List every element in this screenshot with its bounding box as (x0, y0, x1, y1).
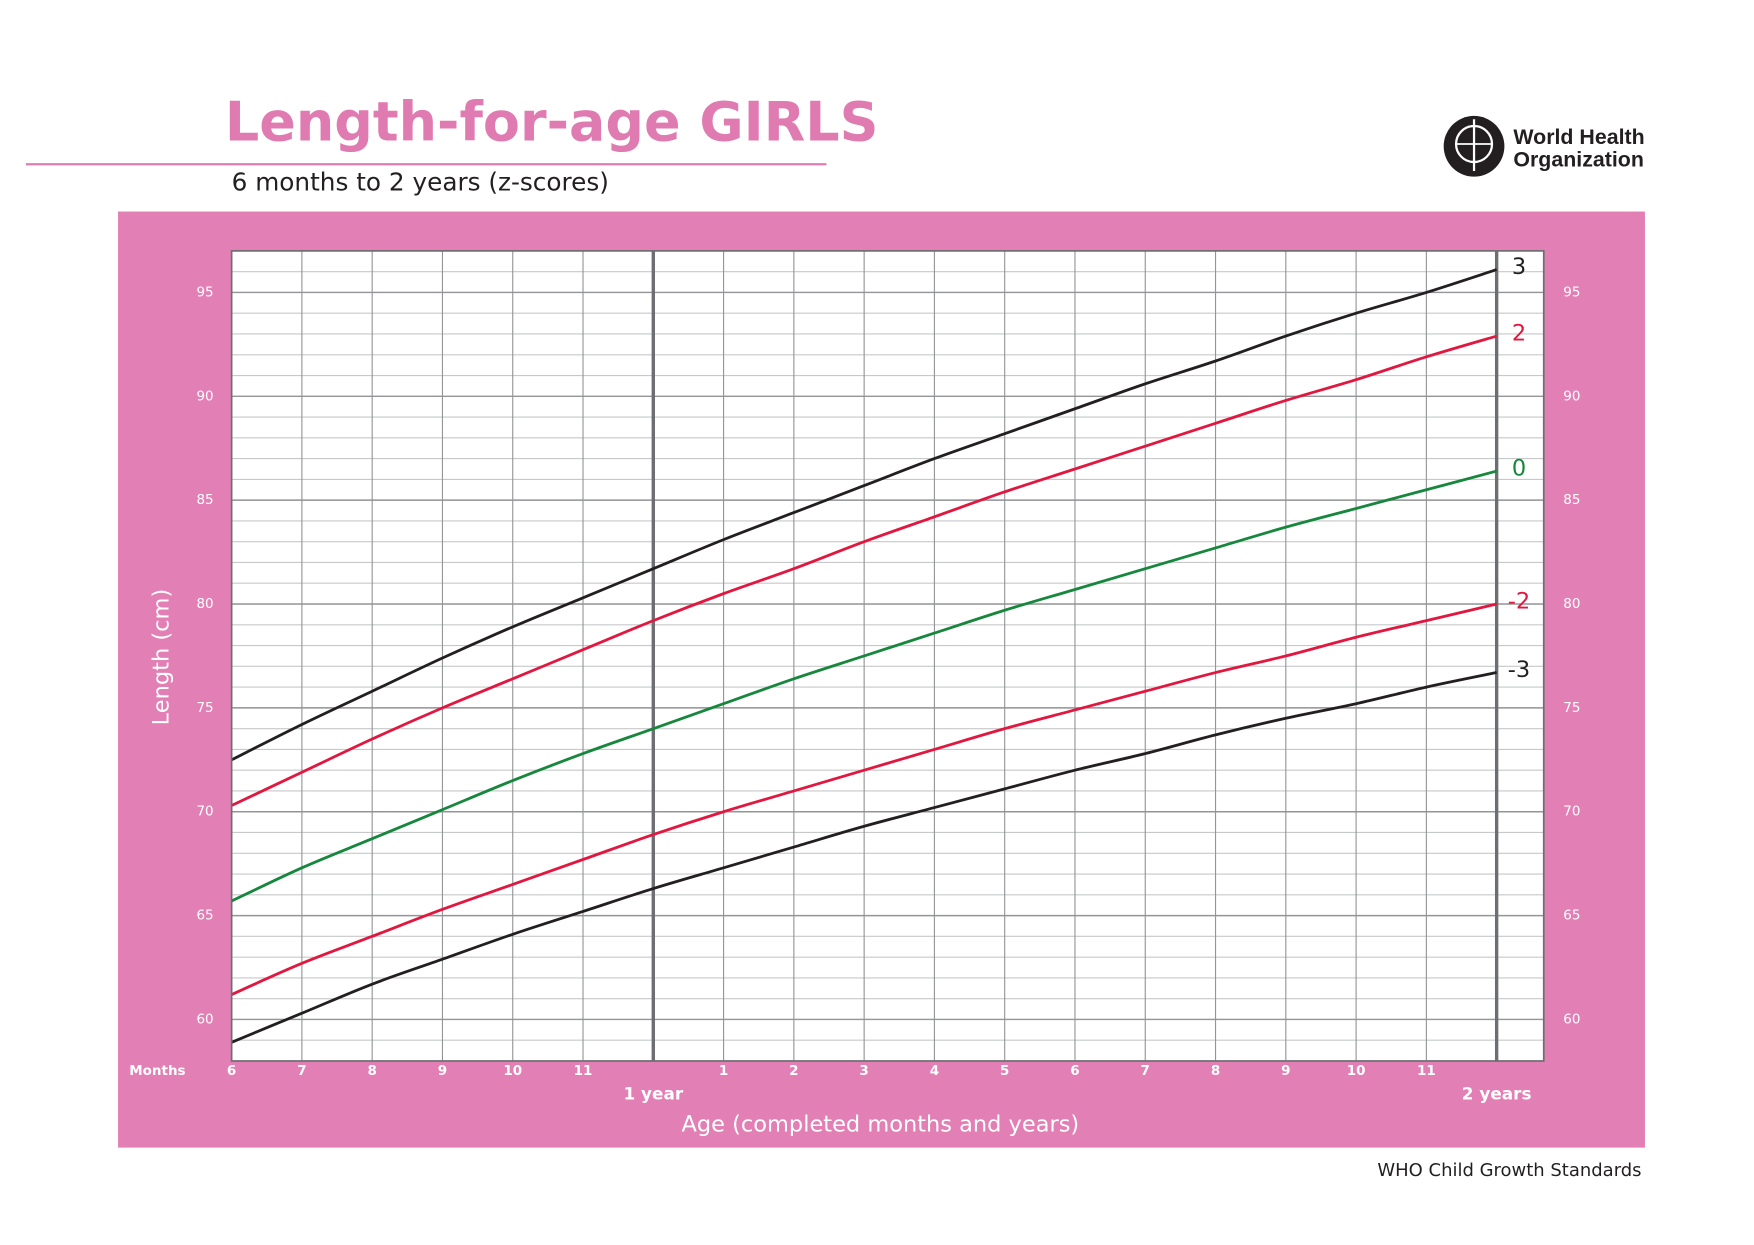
x-tick-label: 9 (438, 1063, 447, 1079)
x-tick-label: 6 (1070, 1063, 1079, 1079)
x-tick-label: 5 (1000, 1063, 1009, 1079)
marks (230, 268, 1498, 1044)
chart-subtitle: 6 months to 2 years (z-scores) (232, 167, 609, 196)
x-tick-label: 2 (789, 1063, 798, 1079)
series-label: 3 (1512, 254, 1526, 280)
series-label: -3 (1508, 657, 1530, 683)
x-tick-label: 8 (1211, 1063, 1220, 1079)
y-tick-label-right: 75 (1563, 700, 1580, 716)
y-tick-label: 95 (196, 284, 213, 300)
series-line (231, 671, 1497, 1044)
series-line (230, 268, 1498, 762)
y-tick-label: 75 (196, 700, 213, 716)
logo-text: Organization (1513, 148, 1644, 172)
plot-border (230, 250, 1545, 1062)
y-tick-label-right: 70 (1563, 804, 1580, 820)
grid (231, 250, 1544, 1062)
y-tick-label: 60 (196, 1011, 213, 1027)
x-unit-label: Months (129, 1063, 185, 1079)
x-tick-label: 10 (503, 1063, 522, 1079)
series-line (231, 334, 1498, 807)
series-label: 0 (1512, 455, 1526, 481)
y-tick-label: 65 (196, 908, 213, 924)
x-tick-label: 7 (297, 1063, 306, 1079)
plot-area (231, 250, 1544, 1061)
y-axis-label: Length (cm) (148, 589, 174, 726)
x-tick-label: 9 (1281, 1063, 1290, 1079)
x-tick-label: 11 (1417, 1063, 1436, 1079)
x-tick-label: 1 (719, 1063, 728, 1079)
series-line (231, 469, 1498, 903)
year-tick-label: 2 years (1462, 1084, 1532, 1104)
y-tick-label-right: 65 (1563, 908, 1580, 924)
x-tick-label: 3 (859, 1063, 868, 1079)
series-label: 2 (1512, 320, 1526, 346)
y-tick-label-right: 80 (1563, 596, 1580, 612)
y-tick-label: 85 (196, 492, 213, 508)
series-line (231, 602, 1497, 996)
series-label: -2 (1508, 588, 1530, 614)
y-tick-label-right: 90 (1563, 388, 1580, 404)
y-tick-label-right: 60 (1563, 1011, 1580, 1027)
x-tick-label: 7 (1141, 1063, 1150, 1079)
y-tick-label: 90 (196, 388, 213, 404)
y-tick-label-right: 85 (1563, 492, 1580, 508)
logo-text: World Health (1513, 125, 1644, 149)
x-tick-label: 8 (367, 1063, 376, 1079)
year-tick-label: 1 year (623, 1084, 683, 1104)
x-tick-label: 11 (574, 1063, 593, 1079)
x-axis-label: Age (completed months and years) (682, 1112, 1080, 1138)
footer: WHO Child Growth Standards (1377, 1160, 1641, 1181)
y-tick-label-right: 95 (1563, 284, 1580, 300)
x-tick-label: 10 (1347, 1063, 1366, 1079)
logo-emblem (1443, 115, 1505, 177)
y-tick-label: 70 (196, 804, 213, 820)
chart-title: Length-for-age GIRLS (225, 91, 879, 154)
y-tick-label: 80 (196, 596, 213, 612)
x-tick-label: 4 (930, 1063, 939, 1079)
x-tick-label: 6 (227, 1063, 236, 1079)
